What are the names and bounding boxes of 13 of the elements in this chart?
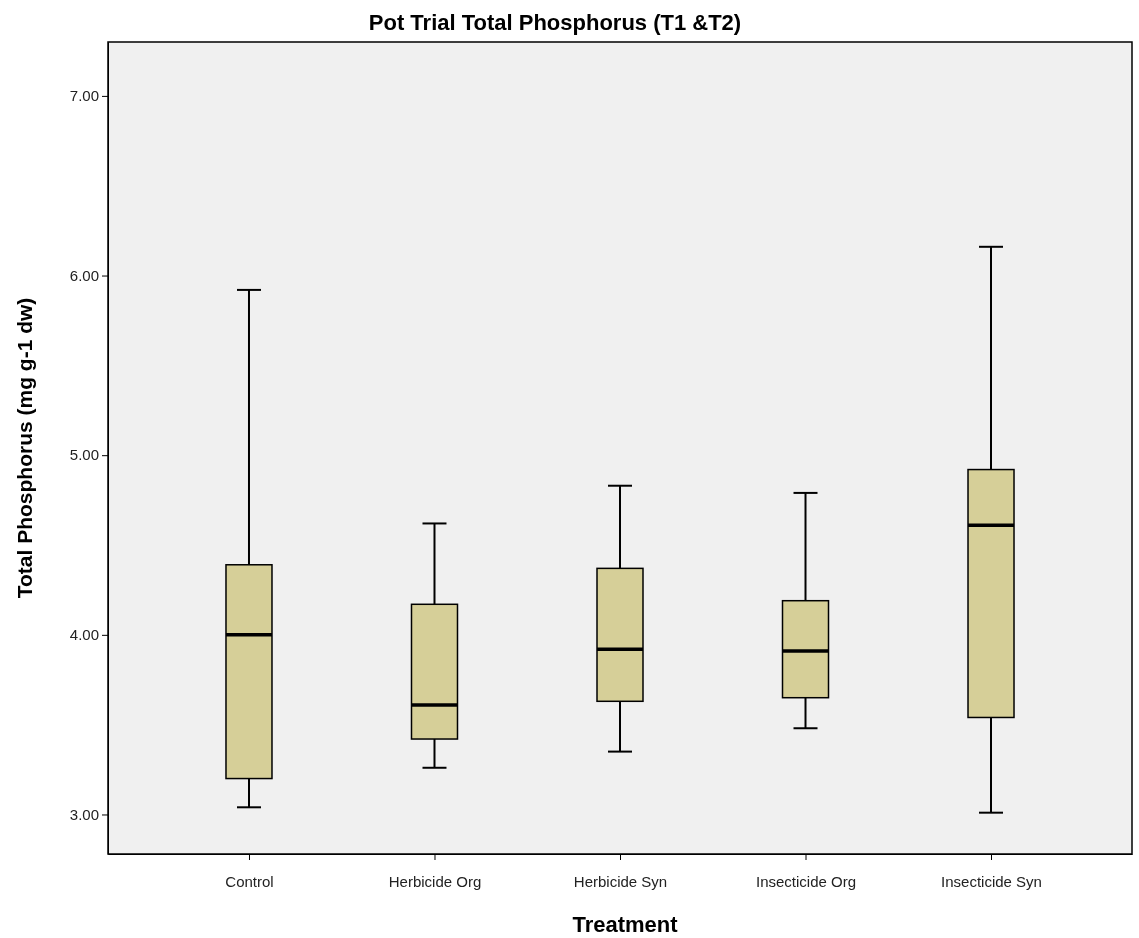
x-tick-label: Herbicide Syn xyxy=(573,873,668,890)
y-axis-title: Total Phosphorus (mg g-1 dw) xyxy=(13,297,36,599)
y-tick-label: 4.00 xyxy=(69,626,99,644)
chart-title: Pot Trial Total Phosphorus (T1 &T2) xyxy=(368,10,742,35)
x-tick-label: Control xyxy=(225,873,274,890)
x-tick-label: Insecticide Org xyxy=(755,873,857,890)
y-tick-label: 5.00 xyxy=(69,446,99,464)
x-tick-label: Insecticide Syn xyxy=(941,873,1042,890)
y-tick-label: 7.00 xyxy=(69,87,99,105)
y-tick-label: 3.00 xyxy=(69,805,99,823)
x-tick-label: Herbicide Org xyxy=(388,873,482,890)
y-tick-label: 6.00 xyxy=(69,266,99,284)
x-axis-title: Treatment xyxy=(572,912,679,937)
